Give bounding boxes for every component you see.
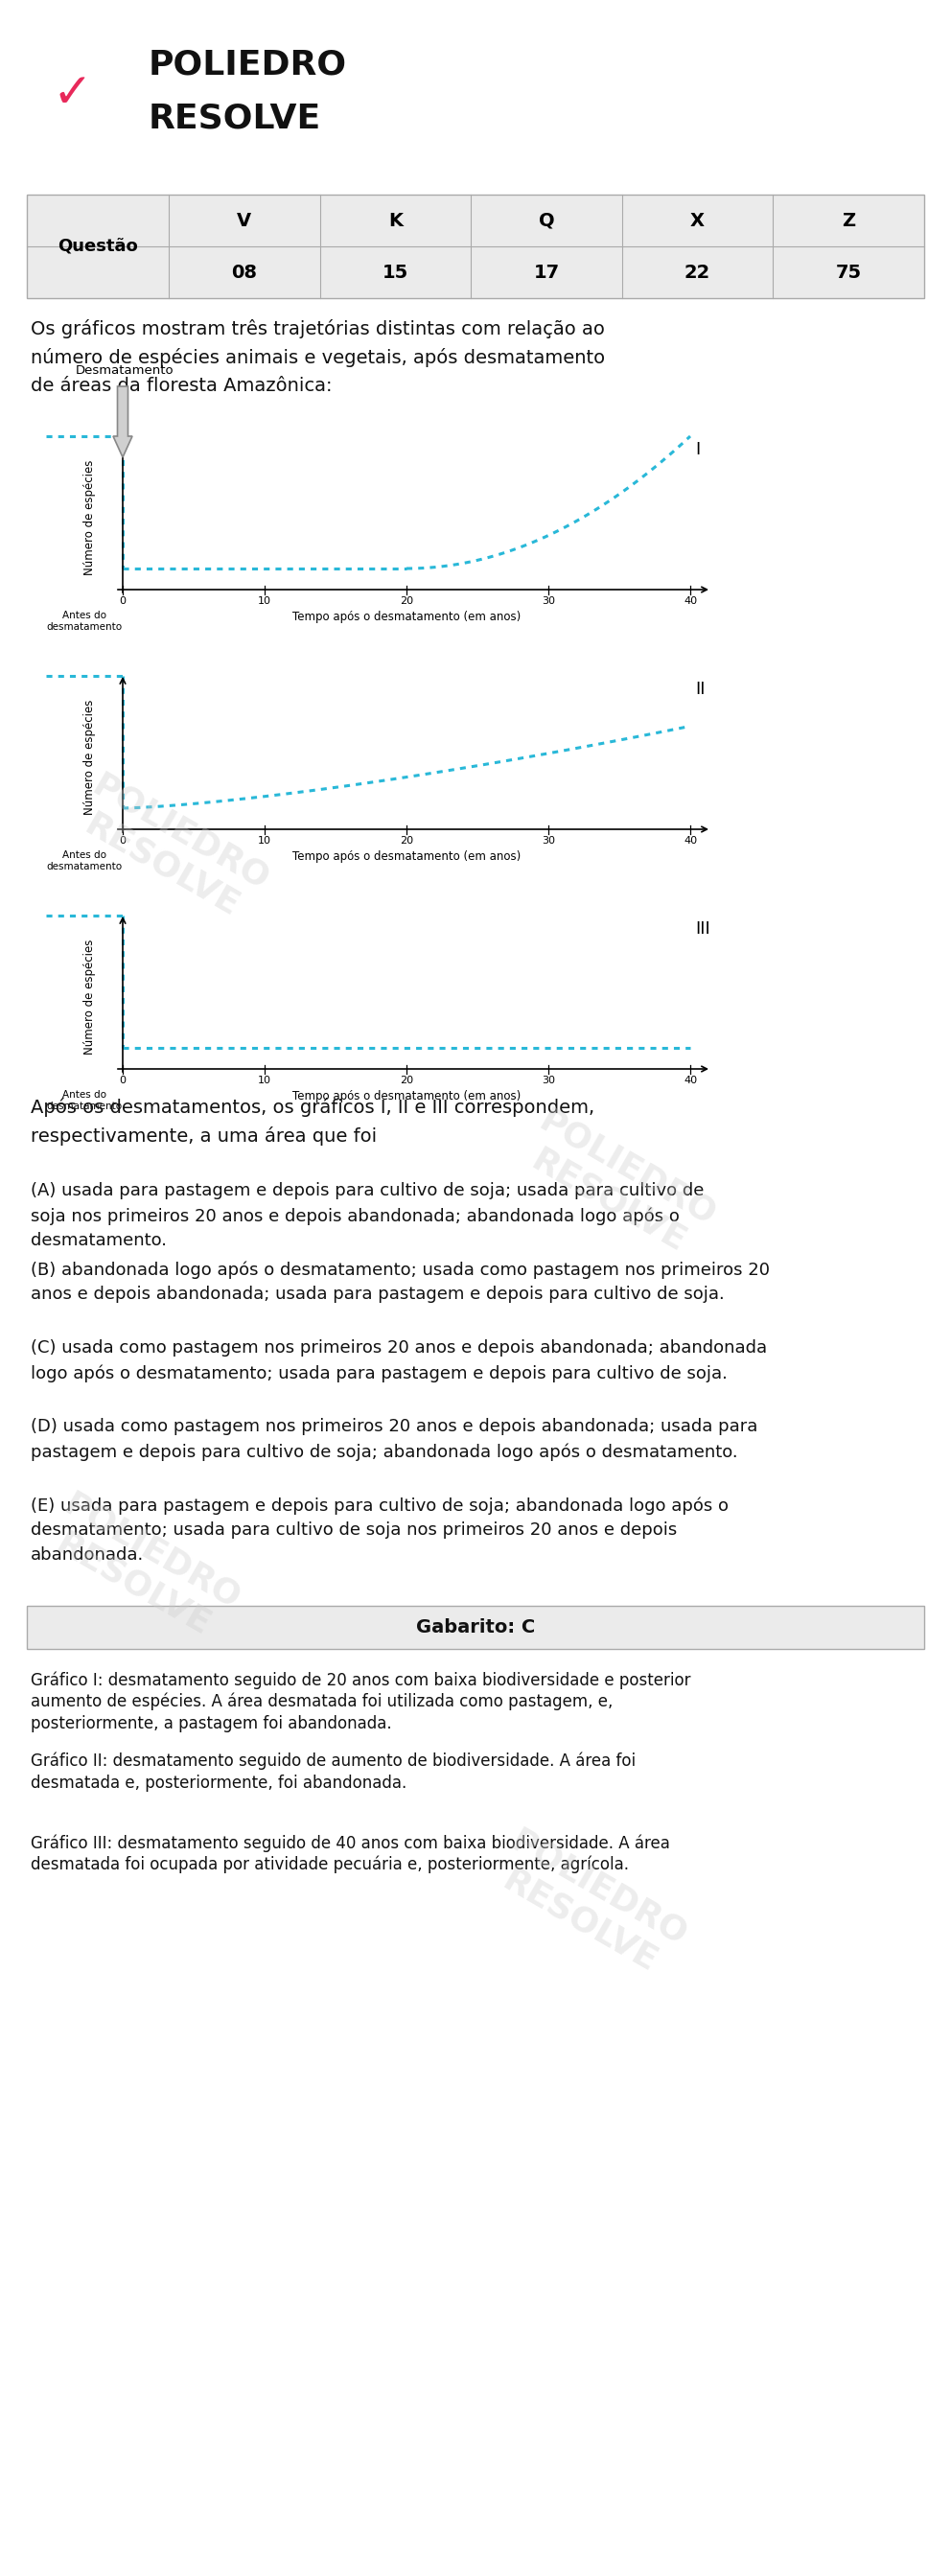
Text: Gabarito: C: Gabarito: C [416,1618,535,1636]
Text: Gráfico I: desmatamento seguido de 20 anos com baixa biodiversidade e posterior: Gráfico I: desmatamento seguido de 20 an… [30,1672,690,1690]
Text: III: III [695,920,710,938]
Text: 10: 10 [258,595,271,605]
Text: 20: 20 [399,1077,414,1084]
Text: Z: Z [842,211,855,229]
Text: 10: 10 [258,837,271,845]
Text: 17: 17 [534,263,559,281]
Text: desmatada e, posteriormente, foi abandonada.: desmatada e, posteriormente, foi abandon… [30,1775,407,1793]
Text: ✓: ✓ [51,72,92,116]
Text: posteriormente, a pastagem foi abandonada.: posteriormente, a pastagem foi abandonad… [30,1716,392,1731]
FancyArrow shape [113,386,132,459]
Text: POLIEDRO
RESOLVE: POLIEDRO RESOLVE [514,1105,722,1265]
Text: 20: 20 [399,595,414,605]
Text: RESOLVE: RESOLVE [148,100,321,134]
Text: Antes do
desmatamento: Antes do desmatamento [47,850,123,871]
Text: Q: Q [538,211,554,229]
Text: V: V [237,211,251,229]
Text: K: K [388,211,402,229]
Text: anos e depois abandonada; usada para pastagem e depois para cultivo de soja.: anos e depois abandonada; usada para pas… [30,1285,725,1303]
Text: Gráfico III: desmatamento seguido de 40 anos com baixa biodiversidade. A área: Gráfico III: desmatamento seguido de 40 … [30,1834,670,1852]
Text: desmatamento; usada para cultivo de soja nos primeiros 20 anos e depois: desmatamento; usada para cultivo de soja… [30,1522,677,1538]
Text: POLIEDRO
RESOLVE: POLIEDRO RESOLVE [68,768,275,930]
Text: 0: 0 [120,837,126,845]
FancyBboxPatch shape [27,196,924,299]
Text: (A) usada para pastagem e depois para cultivo de soja; usada para cultivo de: (A) usada para pastagem e depois para cu… [30,1182,704,1200]
Text: desmatada foi ocupada por atividade pecuária e, posteriormente, agrícola.: desmatada foi ocupada por atividade pecu… [30,1857,629,1873]
Text: Tempo após o desmatamento (em anos): Tempo após o desmatamento (em anos) [292,850,521,863]
Text: 0: 0 [120,1077,126,1084]
Text: Número de espécies: Número de espécies [84,701,96,814]
Text: de áreas da floresta Amazônica:: de áreas da floresta Amazônica: [30,376,332,394]
Text: POLIEDRO
RESOLVE: POLIEDRO RESOLVE [39,1489,246,1649]
Text: pastagem e depois para cultivo de soja; abandonada logo após o desmatamento.: pastagem e depois para cultivo de soja; … [30,1443,738,1461]
Text: respectivamente, a uma área que foi: respectivamente, a uma área que foi [30,1126,377,1146]
Text: 30: 30 [542,837,555,845]
Text: Número de espécies: Número de espécies [84,940,96,1054]
Text: 40: 40 [684,1077,697,1084]
Text: Antes do
desmatamento: Antes do desmatamento [47,1090,123,1110]
Text: 20: 20 [399,837,414,845]
Text: POLIEDRO: POLIEDRO [148,49,347,80]
Text: POLIEDRO
RESOLVE: POLIEDRO RESOLVE [486,1824,693,1984]
Text: Os gráficos mostram três trajetórias distintas com relação ao: Os gráficos mostram três trajetórias dis… [30,319,605,337]
Text: 30: 30 [542,595,555,605]
Text: logo após o desmatamento; usada para pastagem e depois para cultivo de soja.: logo após o desmatamento; usada para pas… [30,1365,728,1381]
Text: desmatamento.: desmatamento. [30,1231,166,1249]
Text: 15: 15 [382,263,408,281]
Text: 0: 0 [120,595,126,605]
Text: 30: 30 [542,1077,555,1084]
Text: 22: 22 [685,263,710,281]
Text: Tempo após o desmatamento (em anos): Tempo após o desmatamento (em anos) [292,611,521,623]
Text: Número de espécies: Número de espécies [84,461,96,574]
Text: aumento de espécies. A área desmatada foi utilizada como pastagem, e,: aumento de espécies. A área desmatada fo… [30,1692,613,1710]
Text: abandonada.: abandonada. [30,1546,144,1564]
Text: Antes do
desmatamento: Antes do desmatamento [47,611,123,631]
Text: Questão: Questão [58,237,138,255]
Text: (C) usada como pastagem nos primeiros 20 anos e depois abandonada; abandonada: (C) usada como pastagem nos primeiros 20… [30,1340,767,1358]
Text: (D) usada como pastagem nos primeiros 20 anos e depois abandonada; usada para: (D) usada como pastagem nos primeiros 20… [30,1417,758,1435]
Text: FUVEST: FUVEST [635,70,822,111]
Text: número de espécies animais e vegetais, após desmatamento: número de espécies animais e vegetais, a… [30,348,605,368]
Text: II: II [695,680,705,698]
Text: 10: 10 [258,1077,271,1084]
FancyBboxPatch shape [27,1605,924,1649]
Text: 08: 08 [231,263,257,281]
Text: 75: 75 [836,263,862,281]
Text: Após os desmatamentos, os gráficos I, II e III correspondem,: Após os desmatamentos, os gráficos I, II… [30,1097,594,1118]
Text: (E) usada para pastagem e depois para cultivo de soja; abandonada logo após o: (E) usada para pastagem e depois para cu… [30,1497,728,1515]
Text: 40: 40 [684,837,697,845]
Text: Gráfico II: desmatamento seguido de aumento de biodiversidade. A área foi: Gráfico II: desmatamento seguido de aume… [30,1752,635,1770]
Text: 40: 40 [684,595,697,605]
Text: Tempo após o desmatamento (em anos): Tempo após o desmatamento (em anos) [292,1090,521,1103]
Text: soja nos primeiros 20 anos e depois abandonada; abandonada logo após o: soja nos primeiros 20 anos e depois aban… [30,1208,680,1224]
Text: I: I [695,440,700,459]
Text: Desmatamento: Desmatamento [75,363,174,376]
Text: X: X [690,211,705,229]
Text: (B) abandonada logo após o desmatamento; usada como pastagem nos primeiros 20: (B) abandonada logo após o desmatamento;… [30,1260,769,1278]
